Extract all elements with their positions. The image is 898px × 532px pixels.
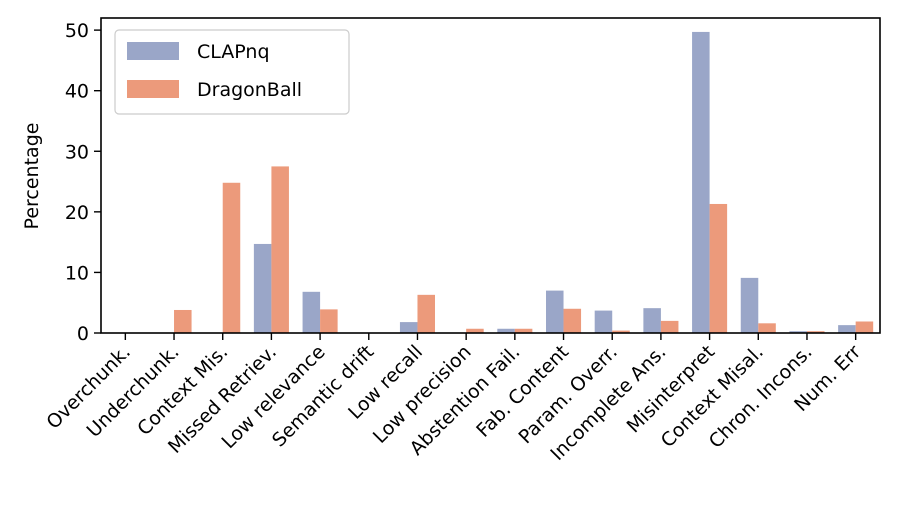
bar-clapnq-misinterpret xyxy=(692,31,710,334)
bar-clapnq-param-overr xyxy=(594,310,613,333)
legend-swatch-dragonball xyxy=(127,80,179,98)
legend-label-clapnq: CLAPnq xyxy=(197,41,270,63)
y-tick-label-20: 20 xyxy=(65,202,89,224)
y-axis: 0 10 20 30 40 50 xyxy=(65,20,101,345)
bar-dragonball-misinterpret xyxy=(709,203,728,333)
legend-swatch-clapnq xyxy=(127,42,179,60)
bar-clapnq-chron-incons xyxy=(789,331,807,333)
bar-clapnq-low-relevance xyxy=(302,291,321,333)
y-axis-label: Percentage xyxy=(21,123,43,230)
legend: CLAPnq DragonBall xyxy=(114,29,350,115)
bar-clapnq-num-err xyxy=(838,325,856,334)
bar-clapnq-missed-retriev xyxy=(253,243,272,333)
legend-label-dragonball: DragonBall xyxy=(197,79,302,101)
y-tick-label-10: 10 xyxy=(65,262,89,284)
plot-frame xyxy=(100,17,881,334)
bar-dragonball-param-overr xyxy=(612,330,630,333)
bar-clapnq-context-misal xyxy=(740,277,759,334)
bar-dragonball-missed-retriev xyxy=(271,166,289,333)
bar-clapnq-incomplete-ans xyxy=(643,308,661,333)
y-tick-label-0: 0 xyxy=(77,323,89,345)
x-axis: Overchunk.Underchunk.Context Mis.Missed … xyxy=(42,333,865,465)
bar-dragonball-incomplete-ans xyxy=(660,320,679,333)
bar-clapnq-abstention-fail xyxy=(497,328,515,333)
bar-dragonball-chron-incons xyxy=(806,331,825,333)
bar-dragonball-low-precision xyxy=(466,328,484,333)
bar-dragonball-underchunk xyxy=(174,309,192,333)
bar-clapnq-low-recall xyxy=(399,322,418,333)
bar-dragonball-context-mis xyxy=(222,182,241,333)
bar-dragonball-context-misal xyxy=(758,323,776,333)
bar-clapnq-fab-content xyxy=(546,290,564,333)
bar-dragonball-abstention-fail xyxy=(514,328,533,333)
bar-dragonball-fab-content xyxy=(563,308,582,333)
bars-group xyxy=(174,31,874,334)
bar-dragonball-low-recall xyxy=(417,294,435,333)
y-tick-label-30: 30 xyxy=(65,141,89,163)
y-tick-label-40: 40 xyxy=(65,81,89,103)
bar-dragonball-low-relevance xyxy=(320,309,338,334)
y-tick-label-50: 50 xyxy=(65,20,89,42)
bar-dragonball-num-err xyxy=(855,321,874,333)
